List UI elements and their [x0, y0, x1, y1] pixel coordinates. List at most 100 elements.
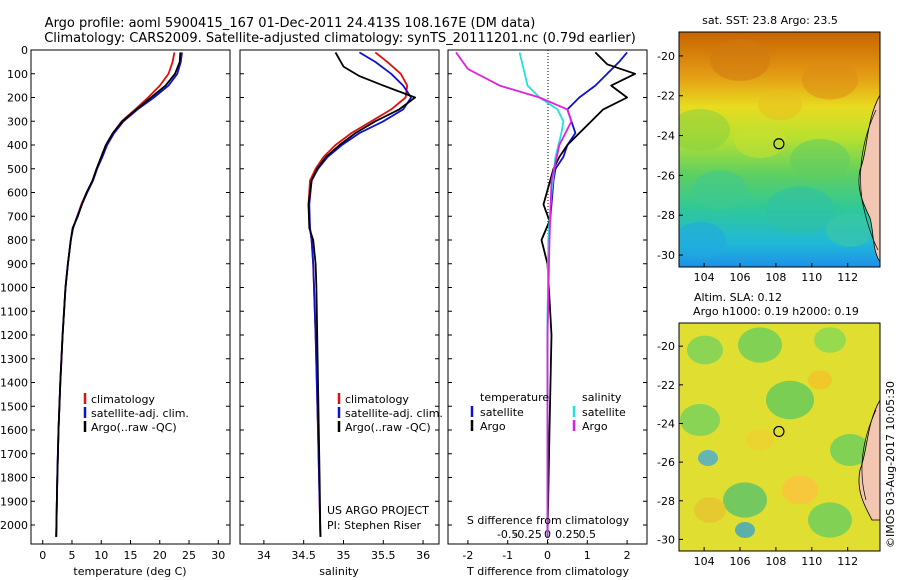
s-difference-tick-label: -0.25 [513, 528, 541, 541]
sst-bathymetry-contour [860, 109, 879, 251]
map-lon-tick-label: 112 [837, 271, 858, 284]
depth-tick-label: 0 [21, 44, 28, 57]
map-lon-tick-label: 106 [730, 271, 751, 284]
salinity-profile-lines [307, 51, 417, 537]
map-lat-tick-label: -30 [657, 249, 675, 262]
temperature-axis-label: temperature (deg C) [73, 565, 186, 578]
map-lat-tick-label: -30 [657, 533, 675, 546]
depth-tick-label: 400 [7, 139, 28, 152]
salinity-tick-label: 35.5 [371, 549, 396, 562]
depth-tick-label: 200 [7, 92, 28, 105]
legend-title-salinity: salinity [582, 391, 622, 404]
depth-tick-label: 100 [7, 68, 28, 81]
map-lat-tick-label: -20 [657, 340, 675, 353]
salinity-tick-label: 35 [336, 549, 350, 562]
sla-bathymetry-contour [861, 409, 877, 501]
sst-texture-patch [790, 139, 850, 181]
imos-timestamp: ©IMOS 03-Aug-2017 10:05:30 [884, 381, 897, 548]
legend-label-argo: Argo(..raw -QC) [91, 421, 177, 434]
depth-axis-ticks: 0 100 200 300 400 500 600 700 800 900 1000 1100 1200… [0, 44, 647, 532]
sst-heatmap [679, 32, 880, 267]
sla-texture-patch [814, 327, 846, 353]
salinity-axis-ticks: 34 34.5 35 35.5 36 [257, 540, 430, 562]
legend-title-temperature: temperature [480, 391, 549, 404]
t-difference-tick-label: 2 [624, 549, 631, 562]
depth-tick-label: 900 [7, 258, 28, 271]
sla-texture-patch [808, 370, 832, 390]
temperature-profile-lines [55, 52, 183, 537]
map-lat-tick-label: -24 [657, 417, 675, 430]
sst-texture-patch [802, 60, 858, 100]
series-line-argo-raw-qc- [55, 52, 182, 537]
depth-tick-label: 1500 [0, 400, 28, 413]
legend-label-sal-argo: Argo [582, 420, 608, 433]
sla-texture-patch [694, 497, 726, 523]
sla-texture-patch [735, 522, 755, 538]
sst-texture-patch [766, 186, 834, 234]
temperature-panel-frame [30, 49, 231, 545]
header-title-line2: Climatology: CARS2009. Satellite-adjuste… [44, 31, 636, 46]
legend-label-climatology: climatology [91, 393, 155, 406]
salinity-legend: climatology satellite-adj. clim. Argo(..… [337, 393, 443, 434]
temperature-axis-ticks: 0 5 10 15 20 25 30 [39, 540, 225, 562]
series-line-climatology [307, 51, 409, 537]
map-lon-tick-label: 108 [765, 555, 786, 568]
legend-label-argo: Argo(..raw -QC) [345, 421, 431, 434]
map-lat-tick-label: -22 [657, 90, 675, 103]
sst-texture-patch [734, 121, 786, 159]
temperature-legend: climatology satellite-adj. clim. Argo(..… [83, 393, 189, 434]
map-lat-tick-label: -26 [657, 456, 675, 469]
difference-profile-lines [455, 51, 636, 537]
sst-texture-patch [826, 213, 874, 247]
depth-tick-label: 1100 [0, 305, 28, 318]
t-difference-tick-label: 0 [544, 549, 551, 562]
sla-texture-patch [680, 404, 720, 436]
sst-map-frame [678, 31, 881, 268]
series-line-temperature-argo [540, 51, 636, 537]
map-lon-tick-label: 110 [801, 271, 822, 284]
series-line-salinity-argo [455, 51, 573, 537]
legend-label-satellite: satellite-adj. clim. [345, 407, 443, 420]
sla-texture-patch [687, 335, 723, 365]
series-line-salinity-satellite [518, 52, 565, 537]
salinity-panel-frame [239, 49, 440, 545]
sla-texture-patch [698, 450, 718, 466]
map-lat-tick-label: -28 [657, 209, 675, 222]
t-difference-axis-label: T difference from climatology [466, 565, 629, 578]
depth-tick-label: 600 [7, 187, 28, 200]
sst-texture-patch [679, 109, 730, 151]
t-difference-axis-ticks: -2 -1 0 1 2 [462, 540, 631, 562]
depth-tick-label: 500 [7, 163, 28, 176]
header-title-line1: Argo profile: aoml 5900415_167 01-Dec-20… [45, 16, 536, 31]
depth-tick-label: 1000 [0, 282, 28, 295]
legend-label-temp-satellite: satellite [480, 406, 524, 419]
depth-tick-label: 1400 [0, 377, 28, 390]
temperature-tick-label: 5 [68, 549, 75, 562]
s-difference-axis-label: S difference from climatology [467, 514, 630, 527]
sla-texture-patch [808, 502, 852, 538]
sst-texture-patch [710, 39, 770, 81]
sst-argo-location-marker [773, 138, 785, 150]
sst-map-title: sat. SST: 23.8 Argo: 23.5 [702, 14, 838, 27]
map-lat-tick-label: -24 [657, 130, 675, 143]
temperature-tick-label: 25 [182, 549, 196, 562]
s-difference-tick-label: -0.5 [497, 528, 518, 541]
sst-texture-patch [758, 89, 802, 121]
sla-texture-patch [830, 434, 870, 466]
salinity-axis-label: salinity [319, 565, 359, 578]
sla-argo-location-marker [773, 425, 785, 438]
map-lat-tick-label: -20 [657, 50, 675, 63]
map-lat-tick-label: -28 [657, 495, 675, 508]
depth-tick-label: 1900 [0, 495, 28, 508]
sla-map-ticks: 104 106 108 110 112 -20 -22 -24 -26 -28 -30 [657, 340, 858, 568]
map-lat-tick-label: -22 [657, 379, 675, 392]
s-difference-tick-label: 0.25 [555, 528, 580, 541]
sst-texture-patch [679, 221, 726, 259]
sla-texture-patch [766, 380, 814, 420]
sst-field-patches [679, 39, 874, 259]
sst-texture-patch [692, 170, 748, 210]
salinity-tick-label: 34.5 [291, 549, 316, 562]
depth-tick-label: 700 [7, 210, 28, 223]
project-credit-line1: US ARGO PROJECT [327, 504, 429, 517]
